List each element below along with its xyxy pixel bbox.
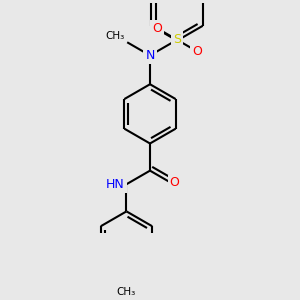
Text: O: O (152, 22, 162, 35)
Text: CH₃: CH₃ (117, 287, 136, 297)
Text: CH₃: CH₃ (106, 31, 125, 40)
Text: O: O (192, 45, 202, 58)
Text: HN: HN (106, 178, 125, 191)
Text: S: S (173, 33, 181, 46)
Text: O: O (170, 176, 180, 190)
Text: N: N (145, 49, 155, 62)
